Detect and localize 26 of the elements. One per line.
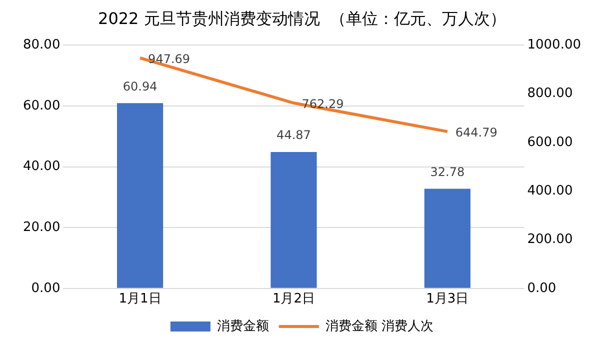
x-tick-label: 1月3日	[426, 292, 469, 307]
x-tick-label: 1月1日	[118, 292, 162, 307]
data-label: 60.94	[122, 79, 158, 94]
y-tick-label: 20.00	[23, 220, 60, 235]
data-label: 762.29	[302, 97, 344, 112]
y2-tick-label: 600.00	[527, 134, 573, 150]
chart-title: 2022 元旦节贵州消费变动情况 （单位：亿元、万人次）	[98, 8, 506, 28]
legend-label: 消费金额 消费人次	[325, 318, 434, 334]
data-label: 44.87	[276, 128, 311, 142]
y-tick-label: 60.00	[23, 98, 60, 114]
y2-tick-label: 800.00	[527, 86, 573, 102]
data-label: 947.69	[148, 52, 190, 66]
y2-tick-label: 200.00	[527, 232, 573, 248]
y-tick-label: 80.00	[23, 38, 60, 53]
bar	[270, 152, 317, 288]
y-tick-label: 0.00	[31, 280, 60, 296]
y-tick-label: 40.00	[23, 159, 60, 174]
bar	[424, 188, 470, 288]
data-label: 32.78	[430, 164, 465, 179]
y2-tick-label: 1000.00	[527, 38, 582, 53]
data-label: 644.79	[455, 126, 498, 140]
legend-label: 消费金额	[216, 318, 269, 334]
y2-tick-label: 0.00	[527, 280, 556, 296]
bar	[117, 103, 164, 288]
y2-tick-label: 400.00	[527, 183, 573, 198]
x-tick-label: 1月2日	[272, 292, 315, 307]
